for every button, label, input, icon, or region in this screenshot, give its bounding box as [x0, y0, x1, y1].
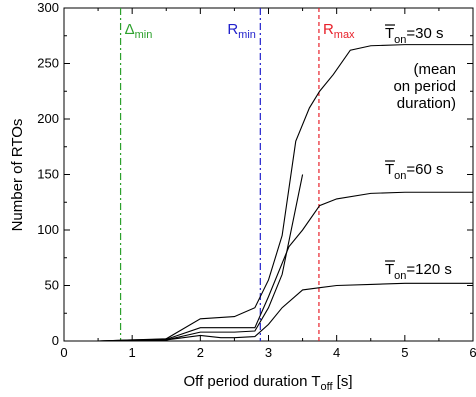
y-tick-label: 200: [37, 111, 59, 126]
x-tick-label: 1: [129, 345, 136, 360]
vline-label-0: Δmin: [125, 21, 153, 41]
x-tick-label: 4: [333, 345, 340, 360]
reference-lines: Δmin Rmin Rmax: [119, 8, 355, 341]
y-tick-label: 150: [37, 167, 59, 182]
series-labels: Ton=30 s Ton=60 s Ton=120 s: [385, 24, 452, 282]
y-tick-label: 0: [52, 333, 59, 348]
x-tick-label: 2: [197, 345, 204, 360]
x-tick-label: 5: [401, 345, 408, 360]
mean-annotation: (mean on period duration): [393, 61, 456, 112]
x-tick-label: 3: [265, 345, 272, 360]
annotation-line: (mean: [413, 61, 456, 78]
vline-label-1: Rmin: [227, 21, 256, 41]
y-tick-label: 250: [37, 56, 59, 71]
y-tick-label: 300: [37, 0, 59, 15]
series-line-2: [64, 282, 473, 342]
annotation-line: on period: [393, 78, 456, 95]
x-tick-label: 0: [60, 345, 67, 360]
y-tick-label: 50: [45, 278, 59, 293]
series-line-lower-0: [64, 174, 304, 342]
y-axis-title: Number of RTOs: [9, 119, 26, 232]
series-label-2: Ton=120 s: [385, 261, 452, 282]
x-axis-title: Off period duration Toff [s]: [183, 373, 352, 393]
series-label-1: Ton=60 s: [385, 161, 444, 182]
x-tick-label: 6: [469, 345, 476, 360]
series-lines: [64, 44, 473, 342]
series-line-1: [64, 191, 473, 342]
vline-label-2: Rmax: [323, 21, 355, 41]
axis-ticks: 0 1 2 3 4 5 6 0 50 100 150 200 250 300: [37, 0, 476, 360]
series-label-0: Ton=30 s: [385, 25, 444, 46]
y-tick-label: 100: [37, 222, 59, 237]
annotation-line: duration): [397, 95, 456, 112]
